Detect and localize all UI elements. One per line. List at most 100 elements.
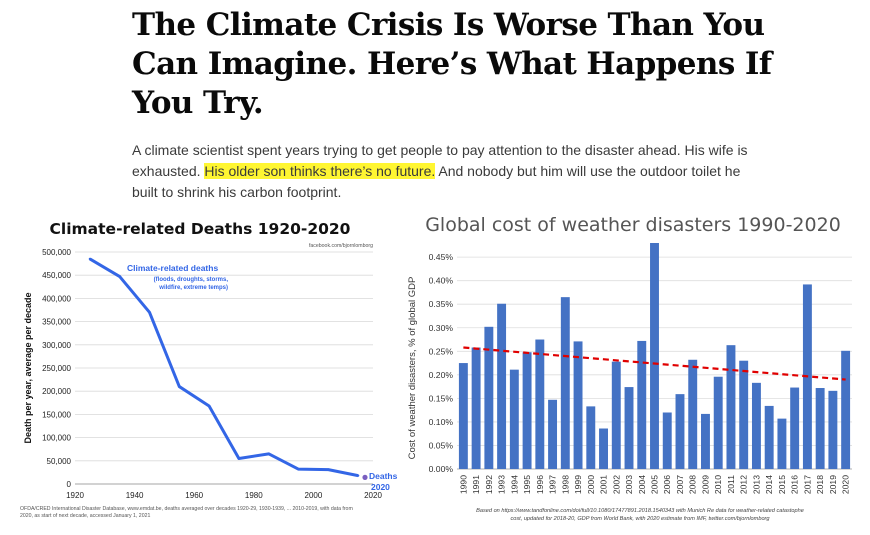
chart2-xtick: 2004 xyxy=(637,475,647,494)
chart1-legend-sub1: (floods, droughts, storms, xyxy=(154,277,229,283)
cost-bar xyxy=(828,390,838,469)
cost-bar xyxy=(675,394,685,469)
cost-bar xyxy=(560,297,570,469)
chart2-xtick: 2019 xyxy=(828,475,838,494)
chart2-xtick: 2015 xyxy=(777,475,787,494)
chart2-ytick: 0.20% xyxy=(429,370,454,380)
deaths-point xyxy=(148,311,151,314)
cost-trend-line xyxy=(463,346,846,381)
chart1-xtick: 2020 xyxy=(364,491,382,500)
chart1-xtick: 1940 xyxy=(126,491,144,500)
chart1-xtick: 1960 xyxy=(185,491,203,500)
deaths-point xyxy=(178,385,181,388)
chart2-xtick: 2014 xyxy=(764,475,774,494)
chart2-xtick: 2005 xyxy=(650,475,660,494)
chart2-xtick: 1994 xyxy=(509,475,519,494)
deaths-point xyxy=(88,257,92,261)
chart1-ytick: 50,000 xyxy=(47,457,72,466)
deaths-point xyxy=(207,404,211,408)
chart1-ytick: 0 xyxy=(67,480,72,489)
deaths-2020-point xyxy=(362,474,368,480)
cost-bar xyxy=(713,376,723,469)
chart1-xtick: 1980 xyxy=(245,491,263,500)
deaths-point xyxy=(267,452,270,456)
chart2-ytick: 0.40% xyxy=(429,276,454,286)
chart2-ytick: 0.45% xyxy=(429,252,454,262)
cost-bar xyxy=(751,382,761,469)
cost-bar xyxy=(471,347,481,469)
chart1-ytick: 450,000 xyxy=(42,271,71,280)
chart2-ylabel: Cost of weather disasters, % of global G… xyxy=(407,277,418,460)
cost-bar xyxy=(522,352,532,469)
chart2-footnote-2: cost, updated for 2018-20, GDP from Worl… xyxy=(510,516,770,522)
chart2-ytick: 0.15% xyxy=(429,393,454,403)
chart2-xtick: 1992 xyxy=(484,475,494,494)
chart2-xtick: 1998 xyxy=(560,475,570,494)
chart2-xtick: 1997 xyxy=(548,475,558,494)
cost-bar xyxy=(484,326,494,469)
deaths-point xyxy=(118,275,121,278)
cost-bar xyxy=(688,359,698,469)
chart1-xtick: 2000 xyxy=(305,491,323,500)
chart2-ytick: 0.35% xyxy=(429,299,454,309)
deaths-point xyxy=(297,467,300,471)
chart2-xtick: 2007 xyxy=(675,475,685,494)
chart1-footnote-2: 2020, as start of next decade, accessed … xyxy=(20,513,150,519)
chart2-xtick: 1995 xyxy=(522,475,532,494)
chart1-footnote-1: OFDA/CRED International Disaster Databas… xyxy=(20,506,353,512)
cost-bar xyxy=(777,418,787,469)
chart2-title: Global cost of weather disasters 1990-20… xyxy=(425,214,841,236)
chart2-xtick: 2001 xyxy=(599,475,609,494)
chart2-ytick: 0.25% xyxy=(429,346,454,356)
chart2-xtick: 2011 xyxy=(726,475,736,494)
dek-text-end: And nobody but him will use the outdoor … xyxy=(132,163,741,200)
chart1-ytick: 350,000 xyxy=(42,318,71,327)
chart1-xtick: 1920 xyxy=(66,491,84,500)
chart2-xtick: 2009 xyxy=(700,475,710,494)
cost-bar xyxy=(586,406,596,469)
chart1-ytick: 400,000 xyxy=(42,294,71,303)
deaths-point xyxy=(356,474,360,477)
chart2-xtick: 2018 xyxy=(815,475,825,494)
chart1-ytick: 100,000 xyxy=(42,434,71,443)
chart1-ytick: 500,000 xyxy=(42,248,71,257)
chart2-xtick: 1990 xyxy=(458,475,468,494)
chart1-legend-title: Climate-related deaths xyxy=(127,263,218,273)
chart2-footnote-1: Based on https://www.tandfonline.com/doi… xyxy=(476,508,804,514)
cost-bar xyxy=(739,360,749,469)
chart2-xtick: 1993 xyxy=(497,475,507,494)
chart2-xtick: 2002 xyxy=(611,475,621,494)
chart2-xtick: 2000 xyxy=(586,475,596,494)
chart1-ytick: 250,000 xyxy=(42,364,71,373)
chart1-legend-sub2: wildfire, extreme temps) xyxy=(158,285,228,291)
chart2-xtick: 1991 xyxy=(471,475,481,494)
chart2-xtick: 2006 xyxy=(662,475,672,494)
cost-bar xyxy=(624,387,634,469)
chart2-xtick: 1996 xyxy=(535,475,545,494)
chart2-xtick: 2012 xyxy=(739,475,749,494)
cost-bar xyxy=(509,369,519,469)
cost-bar xyxy=(701,413,710,469)
cost-bar xyxy=(458,363,468,469)
chart1-source-tag: facebook.com/bjornlomborg xyxy=(309,243,373,249)
chart2-ytick: 0.10% xyxy=(429,417,454,427)
chart2-xtick: 1999 xyxy=(573,475,583,494)
cost-bar xyxy=(726,345,736,469)
cost-bar xyxy=(764,405,774,469)
cost-bar xyxy=(573,341,583,469)
chart1-ytick: 300,000 xyxy=(42,341,71,350)
chart2-xtick: 2016 xyxy=(790,475,800,494)
cost-bar xyxy=(599,428,608,469)
deaths-2020-label-2: 2020 xyxy=(371,482,390,492)
chart1-ytick: 150,000 xyxy=(42,410,71,419)
cost-bar xyxy=(611,361,621,469)
article-headline: The Climate Crisis Is Worse Than You Can… xyxy=(132,7,772,121)
dek-highlight: His older son thinks there’s no future. xyxy=(204,163,436,179)
cost-bar xyxy=(637,340,647,469)
chart2-xtick: 2020 xyxy=(841,475,851,494)
cost-bar xyxy=(841,350,851,469)
cost-bar xyxy=(662,412,672,469)
cost-bar xyxy=(548,399,558,469)
dek-text: A climate scientist spent years trying t… xyxy=(132,142,748,179)
